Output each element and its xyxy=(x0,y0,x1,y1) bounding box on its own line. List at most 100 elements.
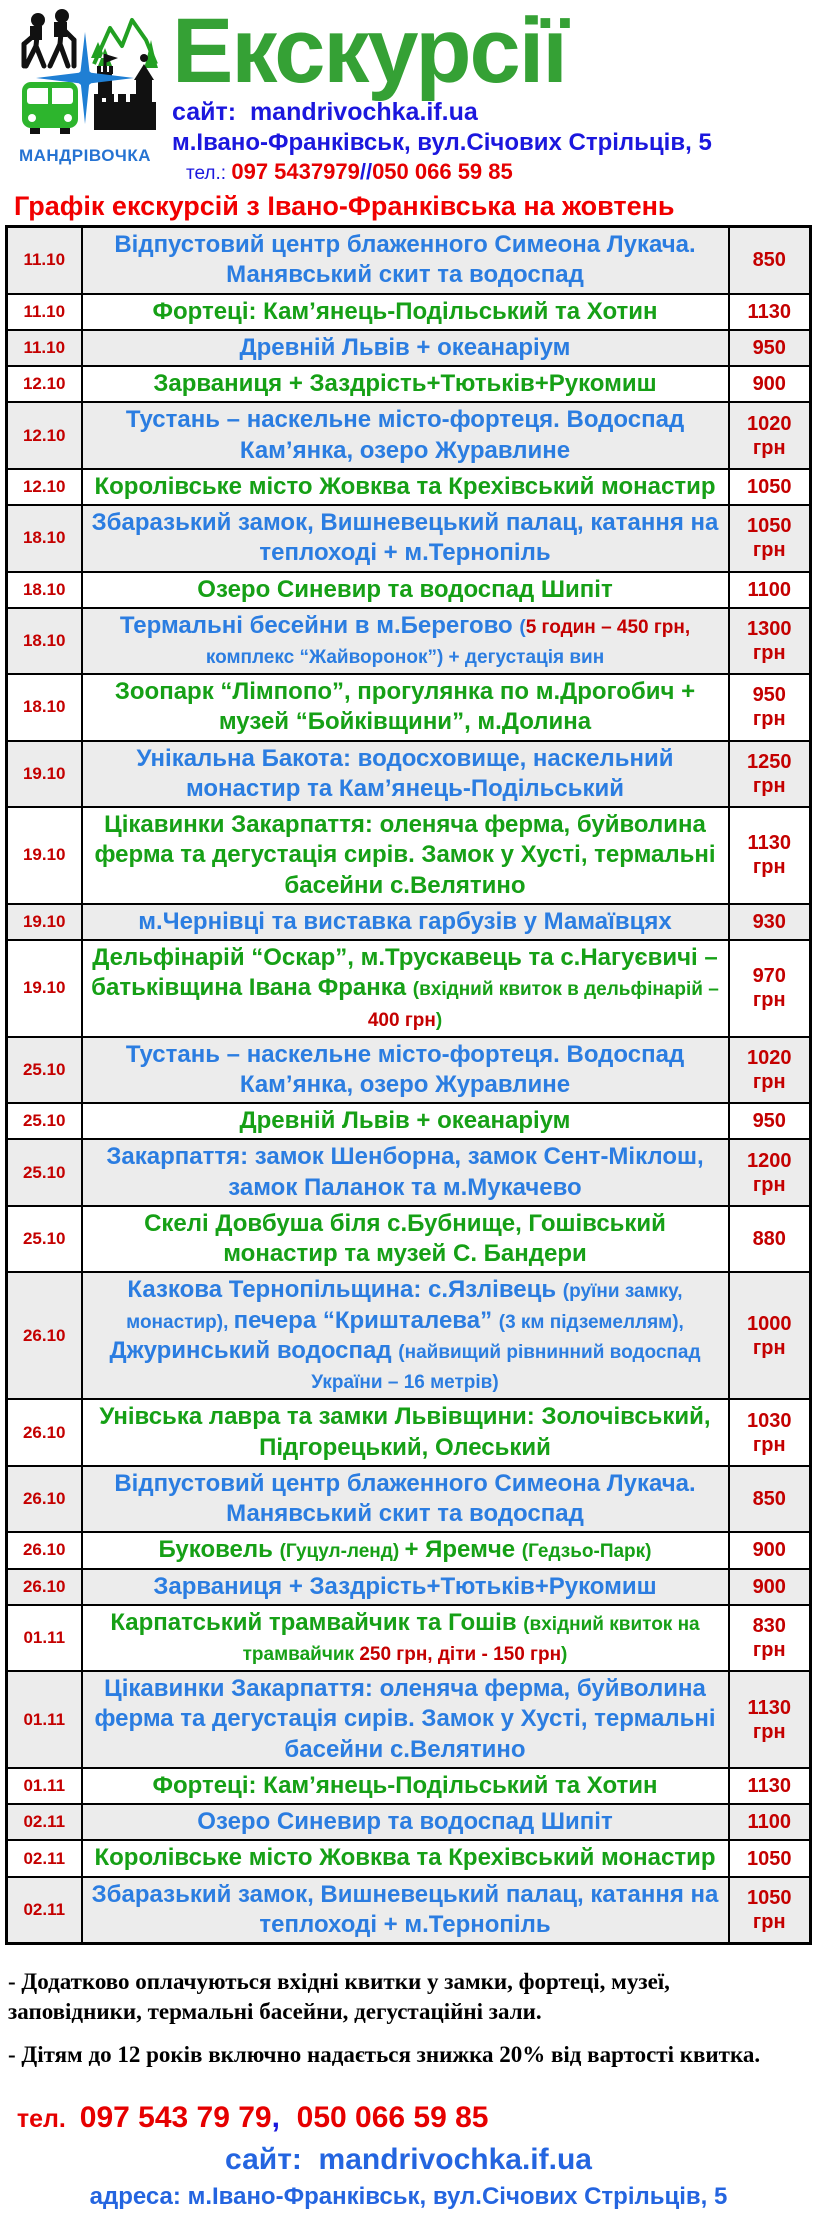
price-cell: 1050 грн xyxy=(727,1875,812,1945)
price-amount: 1250 xyxy=(747,750,792,773)
tour-cell: Термальні бесейни в м.Берегово (5 годин … xyxy=(80,606,730,676)
tour-text-segment: Казкова Тернопільщина: с.Язлівець xyxy=(127,1276,563,1304)
date-cell: 19.10 xyxy=(5,806,83,905)
price-cell: 1130 грн xyxy=(727,1670,812,1769)
tour-text-segment: (вхідний квиток в дельфінарій – xyxy=(412,979,719,1001)
compass-cross-icon xyxy=(36,32,134,124)
price-amount: 950 xyxy=(752,336,786,359)
price-currency: грн xyxy=(752,641,786,664)
price-amount: 970 xyxy=(752,965,786,988)
tour-text-segment: Збаразький замок, Вишневецький палац, ка… xyxy=(91,1880,719,1938)
tour-text-segment: Закарпаття: замок Шенборна, замок Сент-М… xyxy=(106,1143,704,1201)
tour-text-segment: Цікавинки Закарпаття: оленяча ферма, буй… xyxy=(94,1675,716,1763)
price-currency: грн xyxy=(752,1433,786,1456)
table-row: 26.10 Казкова Тернопільщина: с.Язлівець (… xyxy=(5,1271,812,1401)
footer-tel-line: тел. 097 543 79 79, 050 066 59 85 xyxy=(8,2083,817,2135)
table-row: 12.10 Зарваниця + Заздрість+Тютьків+Руком… xyxy=(5,365,812,404)
tour-cell: Зоопарк “Лімпопо”, прогулянка по м.Дрого… xyxy=(80,673,730,742)
tour-text-segment: Скелі Довбуша біля с.Бубнище, Гошівський… xyxy=(144,1209,666,1268)
tour-cell: Зарваниця + Заздрість+Тютьків+Рукомиш xyxy=(80,1567,730,1606)
tour-text-segment: ) xyxy=(561,1644,568,1665)
tour-text-segment: (вхідний квиток на трамвайчик xyxy=(242,1613,700,1665)
date-cell: 25.10 xyxy=(5,1035,83,1105)
tour-cell: Королівське місто Жовква та Крехівський … xyxy=(80,467,730,507)
table-row: 18.10 Зоопарк “Лімпопо”, прогулянка по м.… xyxy=(5,673,812,742)
date-cell: 19.10 xyxy=(5,902,83,942)
table-row: 26.10 Унівська лавра та замки Львівщини: … xyxy=(5,1398,812,1467)
price-amount: 1200 xyxy=(747,1149,792,1172)
price-currency: грн xyxy=(752,774,786,797)
tour-cell: Відпустовий центр блаженного Симеона Лук… xyxy=(80,225,730,295)
schedule-body: 11.10 Відпустовий центр блаженного Симеон… xyxy=(5,225,812,1945)
price-cell: 1050 грн xyxy=(727,504,812,573)
date-cell: 11.10 xyxy=(5,328,83,368)
tour-cell: Унікальна Бакота: водосховище, наскельни… xyxy=(80,739,730,809)
table-row: 12.10 Королівське місто Жовква та Крехівс… xyxy=(5,467,812,507)
price-currency: грн xyxy=(752,1173,786,1196)
price-amount: 900 xyxy=(752,1539,786,1562)
price-amount: 1030 xyxy=(747,1409,792,1432)
tour-text-segment: Тустань – наскельне місто-фортеця. Водос… xyxy=(125,406,685,464)
price-cell: 1020 грн xyxy=(727,401,812,470)
footer-notes: - Додатково оплачуються вхідні квитки у … xyxy=(8,1967,807,2069)
price-amount: 1050 xyxy=(747,475,792,498)
tour-text-segment: Древній Львів + океанаріум xyxy=(239,1107,571,1135)
tour-text-segment: (Гедзьо-Парк) xyxy=(521,1541,652,1563)
header-site-line: сайт: mandrivochka.if.ua xyxy=(172,98,478,127)
table-row: 25.10 Скелі Довбуша біля с.Бубнище, Гошів… xyxy=(5,1204,812,1274)
page-title: Екскурсії xyxy=(172,0,568,102)
schedule-heading: Графік екскурсій з Івано-Франківська на … xyxy=(14,191,675,222)
date-cell: 18.10 xyxy=(5,606,83,676)
tour-cell: Королівське місто Жовква та Крехівський … xyxy=(80,1839,730,1878)
price-amount: 1020 xyxy=(747,1047,792,1070)
price-cell: 1130 грн xyxy=(727,806,812,905)
schedule-table: 11.10 Відпустовий центр блаженного Симеон… xyxy=(5,225,812,1946)
header-address-line: м.Івано-Франківськ, вул.Січових Стрільці… xyxy=(172,129,712,157)
tour-text-segment: (Гуцул-ленд) xyxy=(279,1541,405,1563)
price-cell: 1030 грн xyxy=(727,1398,812,1467)
tour-text-segment: 5 годин – 450 грн, xyxy=(525,616,691,638)
tour-text-segment: Цікавинки Закарпаття: оленяча ферма, буй… xyxy=(94,811,716,899)
date-cell: 19.10 xyxy=(5,739,83,809)
tour-cell: Тустань – наскельне місто-фортеця. Водос… xyxy=(80,401,730,470)
price-cell: 970 грн xyxy=(727,939,812,1038)
date-cell: 18.10 xyxy=(5,504,83,573)
price-currency: грн xyxy=(752,1910,786,1933)
tour-text-segment: Відпустовий центр блаженного Симеона Лук… xyxy=(114,231,696,289)
date-cell: 26.10 xyxy=(5,1398,83,1467)
footer-tel-separator: , xyxy=(271,2101,297,2135)
price-currency: грн xyxy=(752,856,786,879)
tour-cell: Зарваниця + Заздрість+Тютьків+Рукомиш xyxy=(80,365,730,404)
tour-text-segment: Озеро Синевир та водоспад Шипіт xyxy=(197,1808,613,1836)
tour-text-segment: Тустань – наскельне місто-фортеця. Водос… xyxy=(125,1040,685,1099)
table-row: 11.10 Фортеці: Кам’янець-Подільський та Х… xyxy=(5,292,812,331)
table-row: 18.10 Термальні бесейни в м.Берегово (5 г… xyxy=(5,606,812,676)
price-cell: 1050 xyxy=(727,467,812,507)
tour-text-segment: комплекс “Жайворонок”) + дегустація вин xyxy=(205,646,605,668)
table-row: 02.11 Збаразький замок, Вишневецький пала… xyxy=(5,1875,812,1945)
price-amount: 1130 xyxy=(747,300,791,323)
price-amount: 850 xyxy=(752,1488,786,1511)
price-currency: грн xyxy=(752,436,786,459)
tour-cell: Збаразький замок, Вишневецький палац, ка… xyxy=(80,504,730,573)
footer-tel-number-1: 097 543 79 79 xyxy=(79,2101,272,2135)
price-currency: грн xyxy=(752,1639,786,1661)
tour-cell: Дельфінарій “Оскар”, м.Трускавець та с.Н… xyxy=(80,939,730,1038)
tour-text-segment: Карпатський трамвайчик та Гошів xyxy=(110,1608,524,1636)
price-amount: 950 xyxy=(752,684,786,707)
tour-text-segment: печера “Кришталева” xyxy=(233,1306,499,1334)
date-cell: 01.11 xyxy=(5,1670,83,1769)
date-cell: 26.10 xyxy=(5,1464,83,1534)
tour-cell: Древній Львів + океанаріум xyxy=(80,1102,730,1141)
tour-text-segment: ( xyxy=(519,616,526,638)
table-row: 19.10 Цікавинки Закарпаття: оленяча ферма… xyxy=(5,806,812,905)
tour-text-segment: Джуринський водоспад xyxy=(109,1336,399,1364)
tel-separator: // xyxy=(359,159,373,185)
table-row: 19.10 Дельфінарій “Оскар”, м.Трускавець т… xyxy=(5,939,812,1038)
price-cell: 1130 xyxy=(727,1766,812,1806)
price-cell: 1020 грн xyxy=(727,1035,812,1105)
bus-icon xyxy=(22,82,78,134)
price-cell: 830 грн xyxy=(727,1603,812,1673)
price-currency: грн xyxy=(752,539,786,562)
table-row: 11.10 Відпустовий центр блаженного Симеон… xyxy=(5,225,812,295)
